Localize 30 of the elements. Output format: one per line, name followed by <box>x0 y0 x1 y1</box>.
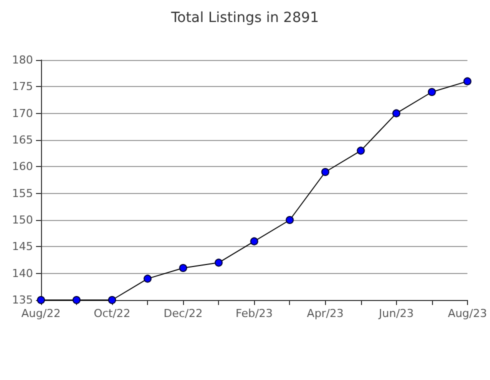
x-tick-label: Feb/23 <box>236 307 273 320</box>
point <box>250 237 258 246</box>
y-tick-label: 170 <box>12 106 33 120</box>
y-tick-label: 165 <box>12 134 33 146</box>
y-tick-label: 160 <box>12 160 33 174</box>
point <box>286 216 294 224</box>
y-tick-label: 140 <box>12 266 33 280</box>
point <box>179 264 188 272</box>
chart-title: Total Listings in 2891 <box>170 10 319 26</box>
point <box>108 296 116 304</box>
y-tick-label: 175 <box>12 80 33 94</box>
x-tick-label: Oct/22 <box>94 307 130 320</box>
point <box>463 77 472 86</box>
point <box>72 296 81 304</box>
y-tick-label: 180 <box>12 54 33 66</box>
x-tick-label: Dec/22 <box>164 307 203 320</box>
point <box>144 274 152 283</box>
x-tick-label: Jun/23 <box>378 307 414 320</box>
point <box>392 109 400 118</box>
point <box>356 146 365 155</box>
point <box>321 168 330 176</box>
y-tick-label: 135 <box>12 294 33 306</box>
y-tick-label: 145 <box>12 240 33 254</box>
point <box>428 88 436 96</box>
y-tick-label: 155 <box>12 186 33 200</box>
x-tick-label: Apr/23 <box>306 307 344 320</box>
point <box>214 258 223 267</box>
y-tick-label: 150 <box>12 214 33 226</box>
x-tick-label: Aug/22 <box>21 307 61 320</box>
x-tick-label: Aug/23 <box>448 307 488 320</box>
